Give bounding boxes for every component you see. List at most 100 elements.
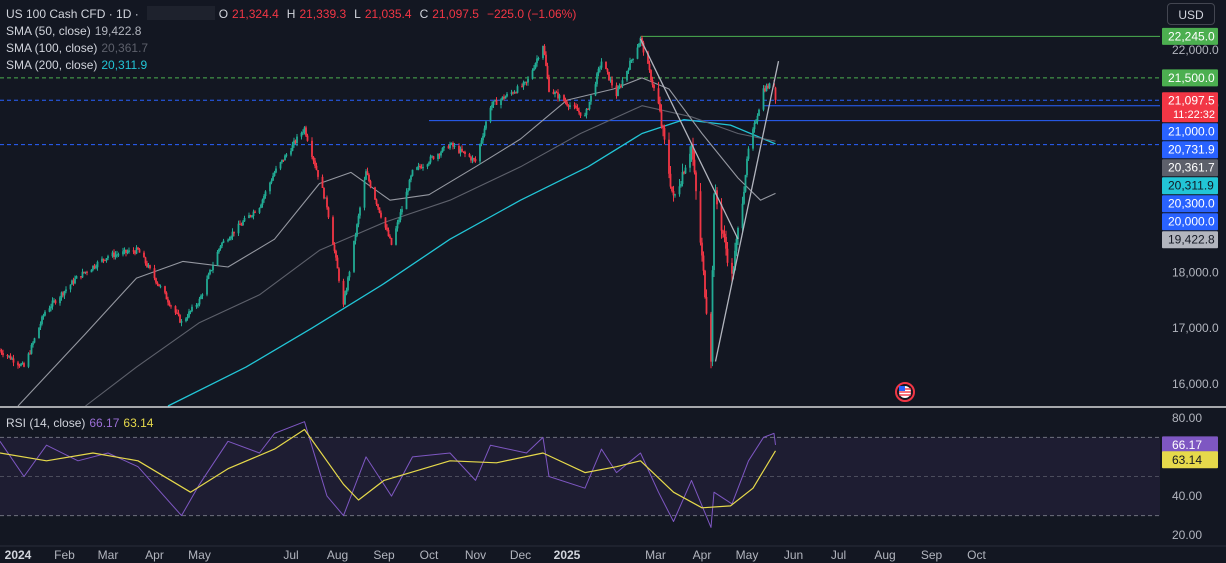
candle — [545, 51, 547, 67]
candle-body — [762, 88, 765, 110]
candle-body — [113, 252, 115, 257]
candle — [254, 210, 256, 214]
candle — [546, 62, 549, 80]
candle — [128, 247, 130, 254]
candle — [95, 264, 97, 270]
candle — [630, 59, 633, 63]
candle — [600, 58, 603, 70]
candle-body — [261, 199, 264, 205]
candle — [243, 215, 246, 222]
candle-body — [137, 247, 139, 250]
candle — [398, 217, 400, 225]
candle — [450, 142, 453, 145]
candle-body — [485, 121, 487, 129]
candle-body — [302, 132, 304, 134]
candle — [305, 125, 307, 137]
candle — [0, 348, 3, 355]
sma50-legend[interactable]: SMA (50, close) 19,422.8 — [6, 23, 145, 39]
price-badge: 20,300.0 — [1162, 195, 1218, 213]
candle-body — [290, 150, 292, 155]
sma100-legend[interactable]: SMA (100, close) 20,361.7 — [6, 40, 152, 56]
candle-body — [630, 60, 633, 61]
candle — [426, 163, 429, 170]
candle-body — [32, 342, 34, 345]
candle — [33, 337, 36, 344]
candle — [579, 112, 582, 118]
candle — [731, 258, 733, 282]
candle-body — [489, 107, 492, 122]
candle — [50, 303, 52, 312]
candle — [258, 207, 261, 214]
time-tick-label: Oct — [967, 548, 986, 562]
candle-body — [8, 355, 10, 357]
candle — [684, 164, 687, 174]
price-badge: 20,731.9 — [1162, 141, 1218, 159]
candle — [527, 76, 529, 86]
candle — [249, 214, 252, 218]
price-badge-value: 20,361.7 — [1168, 161, 1215, 175]
candle — [302, 129, 304, 135]
sma100-label: SMA (100, close) — [6, 41, 98, 55]
rsi-tick-label: 40.00 — [1172, 489, 1202, 503]
candle — [441, 147, 444, 153]
candle-body — [284, 155, 286, 161]
ohlc-change: −225.0 (−1.06%) — [486, 7, 577, 21]
sma200-legend[interactable]: SMA (200, close) 20,311.9 — [6, 57, 151, 73]
candle — [332, 215, 334, 245]
candle-body — [747, 148, 750, 159]
candle-body — [548, 77, 550, 92]
candle — [512, 91, 514, 95]
candle — [159, 284, 162, 289]
candle — [516, 84, 519, 94]
candle-body — [642, 42, 645, 53]
candle-body — [768, 83, 771, 89]
candle-body — [567, 105, 570, 107]
candle — [311, 137, 313, 160]
candle — [315, 162, 318, 171]
candle-body — [306, 135, 309, 141]
candle-body — [410, 175, 412, 180]
candle-body — [576, 108, 579, 111]
candle — [72, 277, 75, 286]
candle — [231, 228, 234, 240]
candle-body — [441, 147, 444, 153]
candle — [177, 309, 180, 317]
candle-body — [449, 144, 451, 149]
candle-body — [38, 327, 40, 339]
time-tick-label: Jul — [831, 548, 846, 562]
candle-body — [333, 244, 336, 251]
candle-body — [210, 270, 213, 272]
candle — [143, 250, 145, 258]
candle — [42, 313, 45, 320]
price-badge: 19,422.8 — [1162, 231, 1218, 249]
candle-body — [596, 73, 598, 85]
candle — [737, 226, 739, 245]
candle — [239, 220, 241, 225]
candle — [480, 137, 483, 147]
candle — [260, 203, 262, 209]
candle-body — [285, 154, 288, 156]
candle — [342, 278, 345, 308]
candle-body — [611, 79, 613, 86]
candle — [462, 151, 465, 154]
rsi-legend[interactable]: RSI (14, close) 66.17 63.14 — [6, 415, 157, 431]
price-badge-bg — [1162, 177, 1218, 195]
candle-body — [153, 268, 156, 279]
candle — [111, 250, 114, 258]
candle-body — [300, 132, 303, 137]
currency-button[interactable]: USD — [1167, 3, 1215, 25]
candle — [345, 287, 348, 296]
candle — [197, 303, 199, 309]
candle — [621, 77, 624, 88]
candle-body — [0, 350, 1, 352]
candle-body — [201, 294, 204, 296]
time-tick-label: Aug — [327, 548, 348, 562]
candle — [149, 264, 151, 270]
redacted-block — [146, 6, 215, 20]
candle-body — [515, 92, 517, 94]
candle — [692, 137, 694, 166]
candle-body — [609, 79, 612, 81]
candle-body — [483, 128, 486, 136]
candle — [165, 291, 168, 300]
